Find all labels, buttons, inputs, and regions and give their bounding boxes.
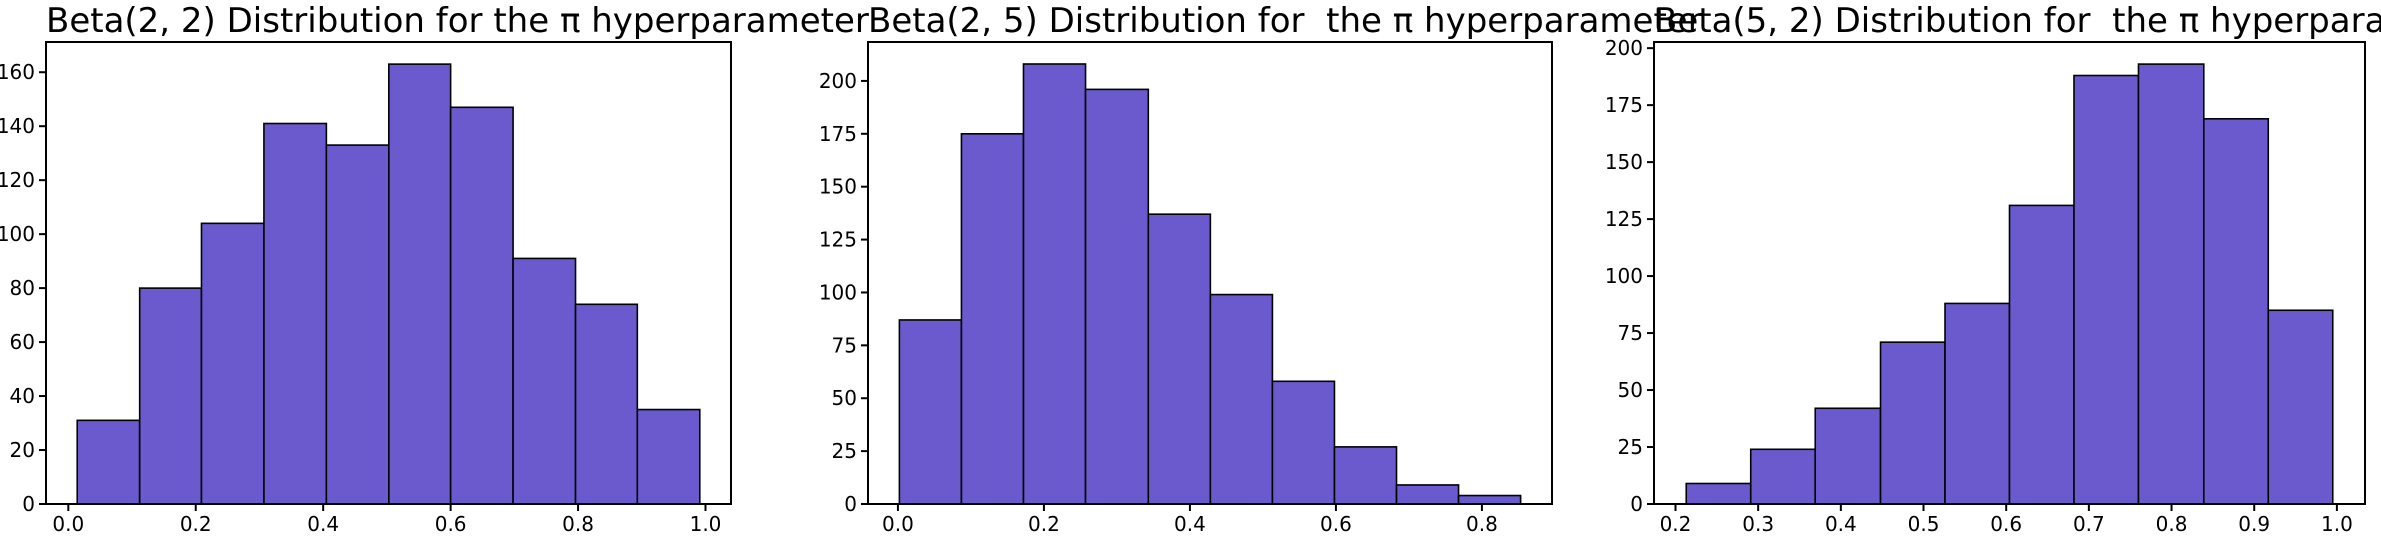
y-tick-label: 20 <box>10 438 35 462</box>
y-tick-label: 175 <box>819 122 857 146</box>
x-tick-label: 0.4 <box>1174 512 1206 536</box>
y-tick-label: 150 <box>819 175 857 199</box>
histogram-bar <box>2202 118 2270 505</box>
histogram-bar <box>1209 293 1274 505</box>
y-tick-label: 200 <box>1605 36 1643 60</box>
chart-title: Beta(5, 2) Distribution for the π hyperp… <box>1654 1 2381 41</box>
x-tick-label: 0.2 <box>1660 512 1692 536</box>
y-tick-label: 140 <box>0 114 35 138</box>
y-tick-label: 160 <box>0 60 35 84</box>
y-tick-label: 0 <box>22 492 35 516</box>
x-tick-label: 0.8 <box>562 512 594 536</box>
y-tick-label: 60 <box>10 330 35 354</box>
x-tick-label: 0.5 <box>1908 512 1940 536</box>
x-tick-label: 0.4 <box>1825 512 1857 536</box>
histogram-bar <box>898 319 963 505</box>
plot-border <box>867 41 1553 505</box>
histogram-plot: 0.0 0.2 0.4 0.6 0.8 1.0 0 20 40 60 80 100 120 140 160 <box>0 41 732 536</box>
histogram-bar <box>1022 63 1087 505</box>
chart-title: Beta(2, 2) Distribution for the π hyperp… <box>46 1 869 41</box>
y-tick-label: 200 <box>819 69 857 93</box>
histogram-bar <box>512 257 577 505</box>
histogram-bar <box>325 144 390 505</box>
y-tick-label: 150 <box>1605 150 1643 174</box>
histogram-bar <box>200 222 265 505</box>
histogram-bar <box>2008 204 2075 505</box>
histogram-bar <box>1395 484 1460 505</box>
histogram-bar <box>388 63 452 505</box>
y-tick-label: 100 <box>0 222 35 246</box>
y-tick-label: 25 <box>1618 435 1643 459</box>
x-tick-label: 0.6 <box>435 512 467 536</box>
histogram-bar <box>1814 407 1882 505</box>
y-tick-label: 120 <box>0 168 35 192</box>
chart-beta-2-5: Beta(2, 5) Distribution for the π hyperp… <box>794 0 1702 538</box>
histogram-bar <box>1457 494 1522 505</box>
histogram-bar <box>636 408 701 505</box>
histogram-bar <box>1333 446 1398 505</box>
histogram-plot: 0.0 0.2 0.4 0.6 0.8 0 25 50 75 100 125 150 175 200 <box>819 41 1553 536</box>
histogram-bar <box>2267 309 2334 505</box>
y-tick-label: 25 <box>832 439 857 463</box>
y-tick-label: 100 <box>819 280 857 304</box>
histogram-bar <box>1147 213 1212 505</box>
chart-beta-5-2: Beta(5, 2) Distribution for the π hyperp… <box>1587 0 2381 538</box>
y-tick-label: 40 <box>10 384 35 408</box>
histogram-bar <box>138 287 203 505</box>
y-tick-label: 100 <box>1605 264 1643 288</box>
y-tick-label: 50 <box>832 386 857 410</box>
y-tick-label: 80 <box>10 276 35 300</box>
x-tick-label: 0.3 <box>1742 512 1774 536</box>
x-tick-label: 0.8 <box>1466 512 1498 536</box>
histogram-bar <box>1879 341 1946 505</box>
histogram-bar <box>1685 482 1752 505</box>
histogram-bar <box>1084 88 1150 505</box>
y-tick-label: 75 <box>1618 321 1643 345</box>
x-tick-label: 0.2 <box>1028 512 1060 536</box>
histogram-plot: 0.2 0.3 0.4 0.5 0.6 0.7 0.8 0.9 1.0 0 25 50 75 100 125… <box>1605 36 2366 536</box>
plot-border <box>45 41 732 505</box>
y-tick-label: 125 <box>1605 207 1643 231</box>
histogram-bar <box>1944 302 2011 505</box>
histogram-bar <box>2073 74 2140 505</box>
chart-beta-2-2: Beta(2, 2) Distribution for the π hyperp… <box>0 0 869 538</box>
x-tick-label: 0.0 <box>882 512 914 536</box>
histogram-bar <box>263 122 328 505</box>
x-tick-label: 1.0 <box>2321 512 2353 536</box>
histogram-bar <box>76 419 141 505</box>
y-tick-label: 175 <box>1605 93 1643 117</box>
histogram-bar <box>449 106 514 505</box>
histogram-bar <box>2137 63 2205 505</box>
plot-border <box>1653 41 2366 505</box>
histogram-bar <box>1749 448 1817 505</box>
x-tick-label: 0.2 <box>180 512 212 536</box>
x-tick-label: 0.4 <box>307 512 339 536</box>
x-tick-label: 0.6 <box>1320 512 1352 536</box>
histogram-bar <box>960 133 1025 505</box>
x-tick-label: 0.7 <box>2073 512 2105 536</box>
y-tick-label: 0 <box>1630 492 1643 516</box>
x-tick-label: 0.0 <box>52 512 84 536</box>
y-tick-label: 0 <box>844 492 857 516</box>
y-tick-label: 75 <box>832 333 857 357</box>
x-tick-label: 0.6 <box>1990 512 2022 536</box>
y-tick-label: 125 <box>819 228 857 252</box>
x-tick-label: 0.9 <box>2238 512 2270 536</box>
x-tick-label: 0.8 <box>2156 512 2188 536</box>
x-tick-label: 1.0 <box>690 512 722 536</box>
y-tick-label: 50 <box>1618 378 1643 402</box>
histogram-bar <box>1271 380 1336 505</box>
histogram-bar <box>574 303 639 505</box>
